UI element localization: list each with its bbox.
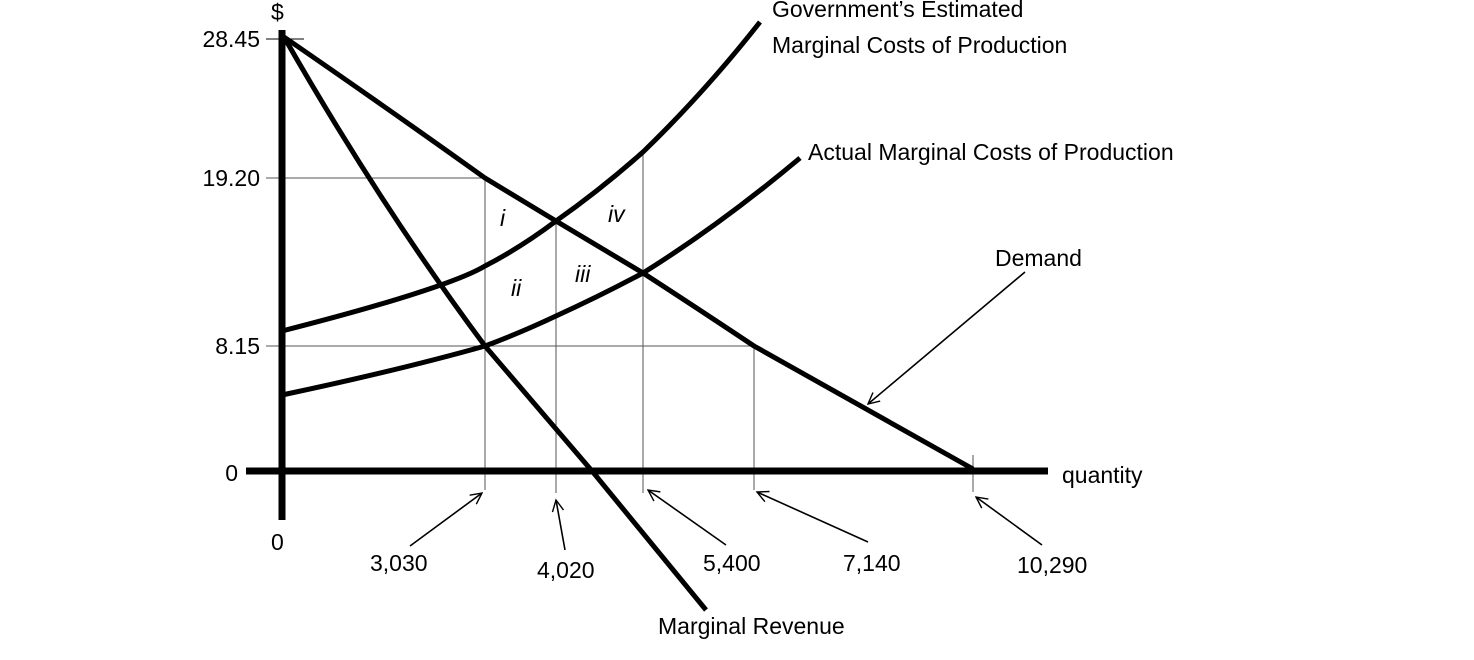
region-iii-label: iii — [575, 261, 591, 287]
marginal-revenue-curve — [281, 35, 708, 612]
demand-label: Demand — [995, 245, 1082, 271]
x-axis-label: quantity — [1062, 462, 1143, 488]
demand-curve — [282, 34, 975, 472]
y-tick-label: 0 — [225, 460, 238, 486]
arrow-4020 — [556, 500, 566, 551]
marginal-revenue-label: Marginal Revenue — [658, 613, 845, 639]
x-origin-label: 0 — [271, 529, 284, 555]
x-tick-label: 4,020 — [537, 557, 595, 583]
actual-mc-label: Actual Marginal Costs of Production — [808, 139, 1174, 165]
y-tick-label: 28.45 — [202, 26, 260, 52]
gov-estimated-mc-curve — [281, 20, 762, 334]
y-tick-label: 8.15 — [215, 333, 260, 359]
region-ii-label: ii — [511, 275, 522, 301]
region-iv-label: iv — [608, 201, 626, 227]
arrow-10290 — [976, 497, 1043, 546]
x-tick-label: 3,030 — [370, 550, 428, 576]
y-tick-label: 19.20 — [202, 165, 260, 191]
arrow-7140 — [757, 492, 869, 543]
gov-mc-label-line2: Marginal Costs of Production — [772, 32, 1067, 58]
arrow-5400 — [648, 490, 727, 546]
x-tick-label: 10,290 — [1017, 552, 1087, 578]
demand-arrow — [868, 271, 1026, 404]
arrow-3030 — [409, 493, 482, 547]
region-i-label: i — [500, 205, 506, 231]
gov-mc-label-line1: Government’s Estimated — [772, 0, 1023, 22]
x-tick-label: 5,400 — [703, 550, 761, 576]
actual-mc-curve — [281, 156, 802, 398]
y-axis-label: $ — [271, 0, 284, 25]
x-tick-label: 7,140 — [843, 550, 901, 576]
